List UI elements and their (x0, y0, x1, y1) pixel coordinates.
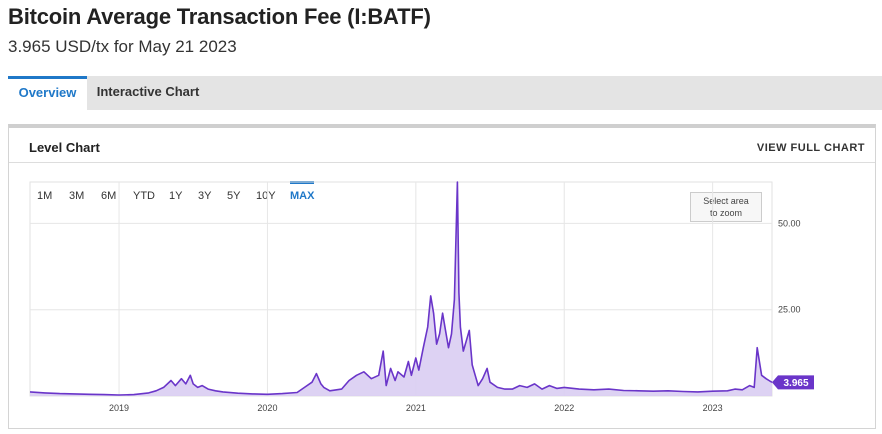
plot-border (29, 181, 773, 397)
range-6m-button[interactable]: 6M (101, 190, 117, 202)
zoom-hint-line1: Select area (703, 196, 749, 206)
range-ytd-button[interactable]: YTD (133, 190, 155, 202)
tab-interactive-chart[interactable]: Interactive Chart (96, 84, 200, 99)
range-1m-button[interactable]: 1M (37, 190, 53, 202)
select-area-zoom-hint: Select area to zoom (690, 192, 762, 222)
range-1y-button[interactable]: 1Y (169, 190, 183, 202)
page-subtitle: 3.965 USD/tx for May 21 2023 (8, 37, 237, 56)
range-3y-button[interactable]: 3Y (198, 190, 212, 202)
y-tick-label: 50.00 (778, 218, 801, 228)
x-tick-label: 2022 (554, 403, 574, 413)
last-value-badge (772, 375, 814, 390)
x-tick-label: 2021 (406, 403, 426, 413)
range-10y-button[interactable]: 10Y (256, 190, 276, 202)
x-tick-label: 2020 (257, 403, 277, 413)
last-value-label: 3.965 (783, 378, 808, 389)
tab-bar: Overview Interactive Chart (8, 76, 882, 110)
panel-title: Level Chart (29, 140, 100, 155)
series-area-fill (30, 182, 772, 396)
zoom-hint-line2: to zoom (709, 208, 742, 218)
y-tick-label: 25.00 (778, 305, 801, 315)
tab-overview[interactable]: Overview (8, 76, 87, 110)
range-5y-button[interactable]: 5Y (227, 190, 241, 202)
view-full-chart-link[interactable]: VIEW FULL CHART (756, 142, 865, 154)
range-3m-button[interactable]: 3M (69, 190, 85, 202)
page-title: Bitcoin Average Transaction Fee (I:BATF) (8, 4, 431, 29)
series-line (29, 181, 773, 396)
x-tick-label: 2019 (109, 403, 129, 413)
panel-divider (9, 162, 875, 163)
x-tick-label: 2023 (703, 403, 723, 413)
